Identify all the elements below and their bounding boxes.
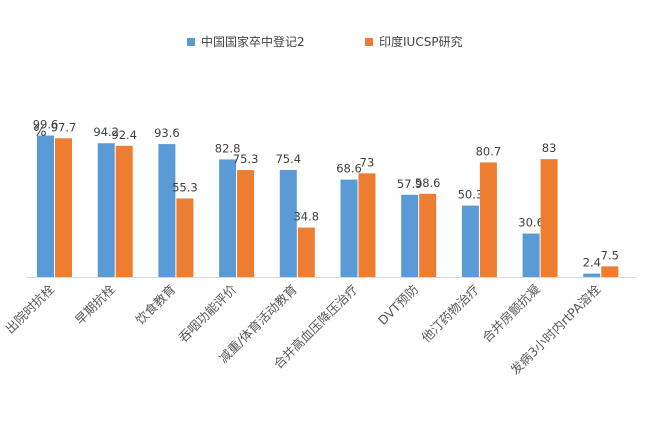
category-label: 出院时抗栓 xyxy=(2,281,57,336)
bar-india xyxy=(176,198,194,277)
legend-swatch-china xyxy=(187,37,195,46)
y-unit-label: % xyxy=(33,124,46,140)
data-label: 80.7 xyxy=(476,144,502,158)
data-label: 75.4 xyxy=(275,152,301,166)
data-label: 58.6 xyxy=(415,176,441,190)
data-label: 92.4 xyxy=(111,128,137,142)
bar-india xyxy=(55,138,72,277)
data-label: 97.7 xyxy=(51,120,77,134)
legend-swatch-india xyxy=(365,37,373,46)
bar-china xyxy=(401,194,419,277)
data-label: 57.9 xyxy=(397,177,423,191)
bar-china xyxy=(37,135,54,277)
data-label: 50.3 xyxy=(458,188,484,202)
category-label: 饮食教育 xyxy=(133,282,179,328)
legend-label-china: 中国国家卒中登记2 xyxy=(201,35,305,49)
category-label: 早期抗栓 xyxy=(72,281,118,327)
bar-china xyxy=(219,159,237,277)
data-label: 7.5 xyxy=(601,248,619,262)
bar-china xyxy=(279,169,297,277)
category-label: 合并房颤抗凝 xyxy=(479,281,543,345)
legend: 中国国家卒中登记2 印度IUCSP研究 xyxy=(0,33,652,53)
data-label: 34.8 xyxy=(293,210,319,224)
data-label: 83 xyxy=(542,141,557,155)
data-label: 75.3 xyxy=(233,152,259,166)
category-label: 他汀药物治疗 xyxy=(418,282,482,346)
bar-china xyxy=(583,273,601,277)
legend-label-india: 印度IUCSP研究 xyxy=(379,35,463,49)
data-label: 55.3 xyxy=(172,180,198,194)
category-label: DVT预防 xyxy=(375,282,421,328)
data-label: 99.6 xyxy=(33,118,59,132)
bar-china xyxy=(522,233,540,277)
bar-china xyxy=(461,205,479,277)
bar-india xyxy=(601,266,619,277)
bar-india xyxy=(358,173,376,277)
bar-china xyxy=(97,143,115,277)
data-label: 82.8 xyxy=(215,141,241,155)
bar-india xyxy=(419,193,437,277)
legend-item-china: 中国国家卒中登记2 xyxy=(187,33,305,50)
bar-india xyxy=(115,145,133,277)
data-label: 30.6 xyxy=(518,216,544,230)
bar-india xyxy=(297,227,315,277)
data-label: 93.6 xyxy=(154,126,180,140)
bar-china xyxy=(340,179,358,277)
legend-item-india: 印度IUCSP研究 xyxy=(365,33,463,50)
bar-india xyxy=(479,162,497,277)
category-label: 吞咽功能评价 xyxy=(176,281,240,345)
bar-india xyxy=(237,170,255,277)
bar-india xyxy=(540,159,558,277)
data-label: 2.4 xyxy=(583,256,601,270)
data-label: 68.6 xyxy=(336,162,362,176)
data-label: 73 xyxy=(360,155,375,169)
bar-china xyxy=(158,144,176,277)
data-label: 94.2 xyxy=(93,125,119,139)
